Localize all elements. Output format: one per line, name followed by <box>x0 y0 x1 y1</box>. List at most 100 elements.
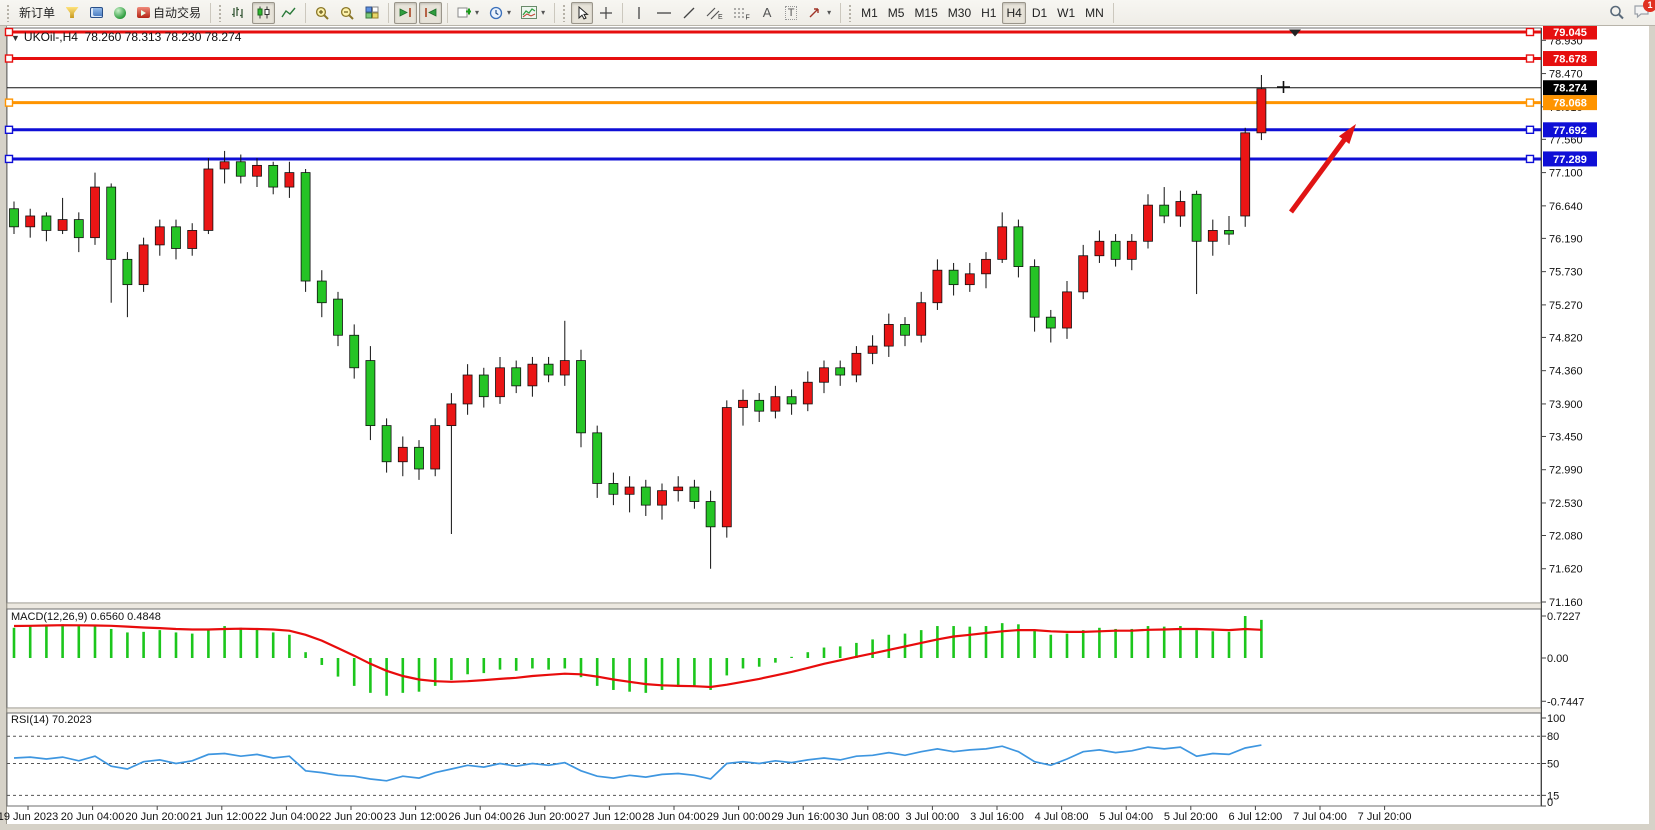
line-handle[interactable] <box>4 54 14 63</box>
notification-badge: 1 <box>1643 0 1655 12</box>
date-label: 28 Jun 04:00 <box>642 811 706 823</box>
line-handle[interactable] <box>1525 125 1535 135</box>
chart-shift-icon <box>425 8 437 17</box>
new-order-button[interactable]: 新订单 <box>15 2 59 24</box>
cursor-button[interactable] <box>571 1 594 24</box>
line-chart-button[interactable] <box>277 2 300 24</box>
text-label-button[interactable]: T <box>780 2 802 24</box>
date-label: 23 Jun 12:00 <box>384 811 448 823</box>
chat-button[interactable]: 1 <box>1633 0 1655 22</box>
trend-arrow-head[interactable] <box>1338 124 1356 144</box>
candle <box>122 258 133 286</box>
price-badge-label: 77.289 <box>1553 154 1587 166</box>
timeframe-button-m15[interactable]: M15 <box>910 2 941 24</box>
panel-splitter[interactable] <box>6 602 1542 610</box>
date-label: 30 Jun 08:00 <box>836 811 900 823</box>
auto-scroll-icon <box>399 8 411 17</box>
timeframe-button-h4[interactable]: H4 <box>1002 1 1026 24</box>
candle <box>333 298 343 336</box>
zoom-in-button[interactable] <box>311 2 334 24</box>
price-badge <box>1543 24 1597 40</box>
chart-shift-button[interactable] <box>419 1 443 24</box>
candle <box>41 215 52 231</box>
candle <box>57 219 68 231</box>
candle <box>1159 204 1170 217</box>
toolbox-button[interactable] <box>61 2 83 24</box>
macd-tick-label: 0.7227 <box>1547 611 1581 623</box>
candle <box>1078 255 1089 293</box>
horizontal-line-button[interactable] <box>652 2 676 24</box>
vertical-line-icon <box>638 6 640 19</box>
timeframe-button-w1[interactable]: W1 <box>1053 2 1079 24</box>
toolbar-separator <box>388 2 390 23</box>
macd-panel[interactable] <box>6 608 1542 709</box>
candlestick-chart-button[interactable] <box>252 1 276 24</box>
date-label: 6 Jul 12:00 <box>1228 811 1282 823</box>
candle <box>867 345 878 354</box>
vertical-line-button[interactable] <box>628 2 650 24</box>
toolbar-grip[interactable] <box>218 3 224 22</box>
timeframe-button-m5[interactable]: M5 <box>884 2 909 24</box>
trendline-button[interactable] <box>678 2 700 24</box>
templates-button[interactable]: ▾ <box>517 2 549 24</box>
rsi-tick-label: 100 <box>1547 713 1565 725</box>
chart-menu-icon[interactable]: ▼ <box>11 33 20 43</box>
candle <box>640 486 651 506</box>
line-handle[interactable] <box>4 27 14 37</box>
arrows-button[interactable]: ▾ <box>804 2 835 24</box>
line-handle[interactable] <box>1525 54 1535 63</box>
periods-button[interactable]: ▾ <box>485 2 515 24</box>
chart-shift-marker[interactable] <box>1289 29 1301 37</box>
indicators-button[interactable]: ▾ <box>453 2 483 24</box>
toolbar-grip[interactable] <box>6 3 11 22</box>
candle <box>252 164 262 177</box>
candle <box>268 164 279 188</box>
metaeditor-button[interactable] <box>85 2 107 24</box>
candle <box>608 483 619 495</box>
text-button[interactable]: A <box>756 2 778 24</box>
crosshair-button[interactable] <box>595 2 617 24</box>
toolbar-grip[interactable] <box>562 3 568 22</box>
fibonacci-button[interactable]: F <box>729 2 754 24</box>
dropdown-caret-icon: ▾ <box>475 8 480 17</box>
timeframe-button-m30[interactable]: M30 <box>944 2 975 24</box>
equidistant-channel-button[interactable]: E <box>702 2 727 24</box>
tile-windows-button[interactable] <box>361 2 383 24</box>
trend-arrow-annotation[interactable] <box>1288 135 1349 214</box>
autotrading-button[interactable]: 自动交易 <box>133 2 205 24</box>
toolbar-grip[interactable] <box>848 3 854 22</box>
line-handle[interactable] <box>1525 98 1535 107</box>
candle <box>90 186 100 239</box>
line-handle[interactable] <box>4 154 14 164</box>
line-handle[interactable] <box>1525 27 1535 37</box>
line-handle[interactable] <box>4 98 14 107</box>
text-label-icon: T <box>784 5 798 20</box>
rsi-panel[interactable] <box>6 712 1542 807</box>
timeframe-button-d1[interactable]: D1 <box>1028 2 1051 24</box>
search-button[interactable] <box>1605 2 1629 24</box>
candle <box>171 226 181 249</box>
timeframe-button-mn[interactable]: MN <box>1081 2 1108 24</box>
main-chart-panel[interactable] <box>6 27 1542 604</box>
horizontal-line-icon <box>657 11 672 14</box>
line-handle[interactable] <box>4 125 14 135</box>
bar-chart-icon <box>232 7 243 18</box>
candle <box>673 486 684 492</box>
auto-scroll-button[interactable] <box>394 1 418 24</box>
date-label: 7 Jul 20:00 <box>1358 811 1412 823</box>
date-label: 21 Jun 12:00 <box>190 811 254 823</box>
date-label: 7 Jul 04:00 <box>1293 811 1347 823</box>
price-badge <box>1543 151 1597 167</box>
timeframe-button-m1[interactable]: M1 <box>857 2 882 24</box>
bar-chart-button[interactable] <box>227 2 250 24</box>
timeframe-button-h1[interactable]: H1 <box>977 2 1000 24</box>
line-handle[interactable] <box>1525 154 1535 164</box>
candle <box>365 360 376 427</box>
candle <box>300 172 311 282</box>
candle <box>138 244 149 286</box>
price-badge <box>1543 95 1597 111</box>
market-watch-button[interactable] <box>109 2 131 24</box>
zoom-out-button[interactable] <box>336 2 359 24</box>
panel-splitter[interactable] <box>6 707 1542 714</box>
